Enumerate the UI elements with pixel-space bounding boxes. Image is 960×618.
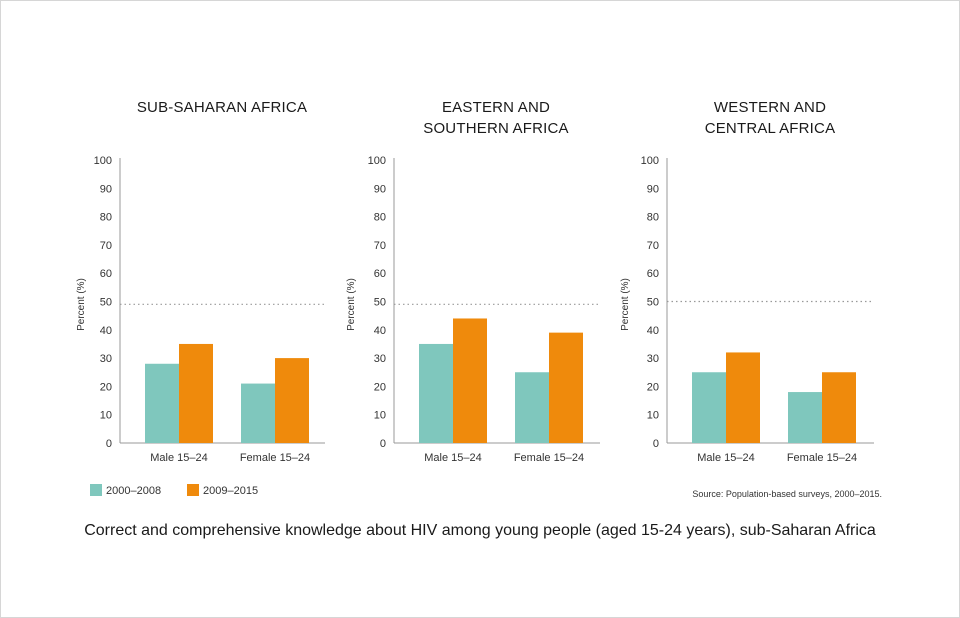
legend-label: 2009–2015: [203, 485, 258, 497]
y-tick-label: 0: [106, 438, 112, 450]
bar: [275, 358, 309, 443]
y-tick-label: 20: [100, 381, 112, 393]
legend-swatch: [187, 484, 199, 496]
y-tick-label: 60: [647, 268, 659, 280]
y-tick-label: 90: [100, 183, 112, 195]
y-tick-label: 70: [647, 240, 659, 252]
bar: [822, 372, 856, 443]
y-axis-label: Percent (%): [76, 278, 87, 331]
y-tick-label: 0: [380, 438, 386, 450]
y-tick-label: 0: [653, 438, 659, 450]
y-tick-label: 60: [374, 268, 386, 280]
y-tick-label: 70: [374, 240, 386, 252]
y-tick-label: 30: [647, 353, 659, 365]
y-tick-label: 80: [374, 212, 386, 224]
panel-title: CENTRAL AFRICA: [705, 120, 836, 137]
bar: [419, 343, 453, 443]
y-tick-label: 50: [647, 297, 659, 309]
x-category-label: Male 15–24: [150, 452, 208, 464]
y-tick-label: 50: [100, 297, 112, 309]
y-tick-label: 90: [374, 183, 386, 195]
y-tick-label: 50: [374, 297, 386, 309]
bar: [145, 363, 179, 443]
bar: [788, 392, 822, 443]
figure-caption: Correct and comprehensive knowledge abou…: [84, 522, 876, 539]
y-tick-label: 40: [647, 325, 659, 337]
x-category-label: Female 15–24: [787, 452, 857, 464]
x-category-label: Male 15–24: [697, 452, 755, 464]
source-note: Source: Population-based surveys, 2000–2…: [692, 489, 882, 499]
x-category-label: Female 15–24: [514, 452, 584, 464]
y-tick-label: 20: [374, 381, 386, 393]
x-category-label: Female 15–24: [240, 452, 310, 464]
panel-title: SOUTHERN AFRICA: [423, 120, 569, 137]
panel-title: WESTERN AND: [714, 99, 826, 116]
y-tick-label: 10: [647, 410, 659, 422]
bar: [726, 352, 760, 443]
y-tick-label: 20: [647, 381, 659, 393]
y-tick-label: 100: [94, 155, 112, 167]
y-tick-label: 30: [100, 353, 112, 365]
y-tick-label: 80: [647, 212, 659, 224]
bar: [549, 332, 583, 443]
y-tick-label: 40: [374, 325, 386, 337]
y-tick-label: 30: [374, 353, 386, 365]
panel-title: SUB-SAHARAN AFRICA: [137, 99, 307, 116]
bar: [692, 372, 726, 443]
x-category-label: Male 15–24: [424, 452, 482, 464]
y-tick-label: 90: [647, 183, 659, 195]
y-axis-label: Percent (%): [620, 278, 631, 331]
bar: [453, 318, 487, 443]
y-tick-label: 10: [100, 410, 112, 422]
bar: [241, 383, 275, 443]
panel-title: EASTERN AND: [442, 99, 550, 116]
bar: [515, 372, 549, 443]
y-tick-label: 80: [100, 212, 112, 224]
y-axis-label: Percent (%): [346, 278, 357, 331]
y-tick-label: 60: [100, 268, 112, 280]
y-tick-label: 40: [100, 325, 112, 337]
y-tick-label: 10: [374, 410, 386, 422]
legend-label: 2000–2008: [106, 485, 161, 497]
y-tick-label: 100: [368, 155, 386, 167]
bar: [179, 343, 213, 443]
y-tick-label: 100: [641, 155, 659, 167]
legend-swatch: [90, 484, 102, 496]
y-tick-label: 70: [100, 240, 112, 252]
